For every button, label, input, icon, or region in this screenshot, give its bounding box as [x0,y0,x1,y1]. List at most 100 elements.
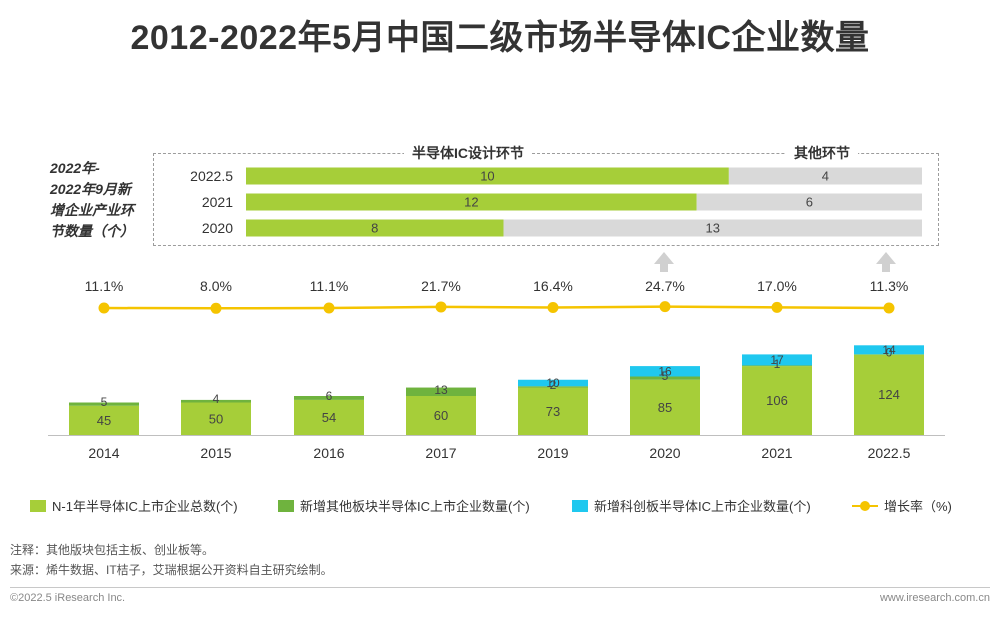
bar-segment-star [518,379,588,387]
bar-value-other: 5 [101,395,108,409]
growth-rate-label: 16.4% [533,278,573,294]
growth-rate-line [103,305,890,310]
footer-divider [10,587,990,588]
growth-rate-label: 8.0% [200,278,232,294]
legend-item-rate: 增长率（%) [852,496,952,515]
legend-swatch-star [572,499,588,512]
footer-url: www.iresearch.com.cn [879,592,990,604]
legend-label-rate: 增长率（%) [884,499,952,514]
inset-side-title-line: 2022年- [50,160,100,176]
bar-segment-other [406,387,476,396]
bar-segment-star [742,354,812,366]
bar-value-other: 4 [213,392,220,406]
bar-value-base: 54 [322,410,336,425]
bar-segment-other [181,399,251,403]
x-tick-label: 2014 [88,445,119,461]
growth-rate-label: 21.7% [421,278,461,294]
bar-segment-other [742,365,812,367]
growth-rate-label: 11.1% [310,278,349,294]
inset-bar-design [246,219,504,237]
bar-value-other: 2 [550,378,557,392]
inset-side-title-line: 节数量（个） [50,223,134,239]
growth-rate-label: 11.3% [870,278,909,294]
chart-title: 2012-2022年5月中国二级市场半导体IC企业数量 [130,19,870,57]
up-arrow-icon [882,264,890,272]
inset-bar-design [246,193,697,211]
growth-rate-point [659,301,671,313]
growth-rate-point [210,302,222,314]
bar-value-base: 60 [434,408,448,423]
legend-swatch-rate [852,500,878,512]
bar-value-base: 50 [209,411,223,426]
growth-rate-point [323,302,335,314]
bar-value-other: 0 [886,345,893,359]
bar-value-star: 10 [546,376,560,390]
x-tick-label: 2022.5 [868,445,911,461]
inset-value-design: 8 [371,221,378,236]
x-tick-label: 2016 [313,445,344,461]
bar-value-other: 5 [662,369,669,383]
legend-label-star: 新增科创板半导体IC上市企业数量(个) [594,499,811,514]
legend-item-other: 新增其他板块半导体IC上市企业数量(个) [278,496,530,515]
bar-segment-base [854,354,924,435]
inset-side-title: 2022年- 2022年9月新 增企业产业环 节数量（个） [50,158,150,242]
x-tick-label: 2021 [761,445,792,461]
bar-segment-base [406,396,476,435]
x-tick-label: 2019 [537,445,568,461]
up-arrow-icon [876,252,896,264]
inset-value-other: 13 [706,221,720,236]
bar-value-base: 85 [658,400,672,415]
source-text: 来源：烯牛数据、IT桔子，艾瑞根据公开资料自主研究绘制。 [10,563,333,577]
legend: N-1年半导体IC上市企业总数(个) 新增其他板块半导体IC上市企业数量(个) … [10,496,990,516]
bar-segment-star [630,366,700,377]
growth-rate-point [435,301,447,313]
bar-value-base: 124 [878,387,900,402]
inset-bar-design [246,167,729,185]
bar-segment-base [181,402,251,435]
bar-value-base: 45 [97,413,111,428]
inset-panel [153,153,939,246]
bar-segment-base [630,379,700,435]
bar-segment-other [518,386,588,388]
growth-rate-label: 17.0% [757,278,797,294]
bar-value-star: 16 [658,364,672,378]
footer-copyright: ©2022.5 iResearch Inc. [10,592,126,604]
bar-value-base: 73 [546,404,560,419]
bar-value-other: 6 [326,389,333,403]
growth-rate-label: 11.1% [85,278,124,294]
inset-value-other: 6 [806,195,813,210]
legend-item-star: 新增科创板半导体IC上市企业数量(个) [572,496,811,515]
bar-segment-base [69,405,139,435]
legend-label-other: 新增其他板块半导体IC上市企业数量(个) [300,499,530,514]
legend-label-base: N-1年半导体IC上市企业总数(个) [52,499,238,514]
growth-rate-point [771,301,783,313]
inset-category-label: 2020 [202,220,233,236]
x-tick-label: 2017 [425,445,456,461]
bar-segment-other [69,402,139,406]
legend-item-base: N-1年半导体IC上市企业总数(个) [30,496,238,515]
notes: 注释：其他版块包括主板、创业板等。 来源：烯牛数据、IT桔子，艾瑞根据公开资料自… [10,540,333,580]
inset-value-design: 12 [464,195,478,210]
up-arrow-icon [654,252,674,264]
inset-bar-other [728,167,922,185]
note-text: 注释：其他版块包括主板、创业板等。 [10,543,215,557]
bar-value-base: 106 [766,393,788,408]
growth-rate-point [547,301,559,313]
growth-rate-label: 24.7% [645,278,685,294]
inset-header-design: 半导体IC设计环节 [404,143,532,163]
bar-segment-other [630,376,700,380]
x-tick-label: 2020 [649,445,680,461]
inset-bar-other [696,193,922,211]
inset-category-label: 2022.5 [190,168,233,184]
legend-swatch-other [278,499,294,512]
bar-value-other: 1 [774,357,781,371]
bar-value-other: 13 [434,383,448,397]
bar-segment-star [854,345,924,355]
inset-value-other: 4 [822,169,829,184]
bar-segment-base [518,387,588,435]
inset-header-other: 其他环节 [786,143,858,163]
bar-segment-base [294,399,364,435]
up-arrow-icon [660,264,668,272]
growth-rate-point [883,302,895,314]
